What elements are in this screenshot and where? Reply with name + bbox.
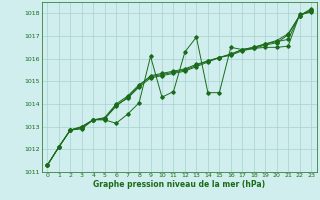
X-axis label: Graphe pression niveau de la mer (hPa): Graphe pression niveau de la mer (hPa) — [93, 180, 265, 189]
